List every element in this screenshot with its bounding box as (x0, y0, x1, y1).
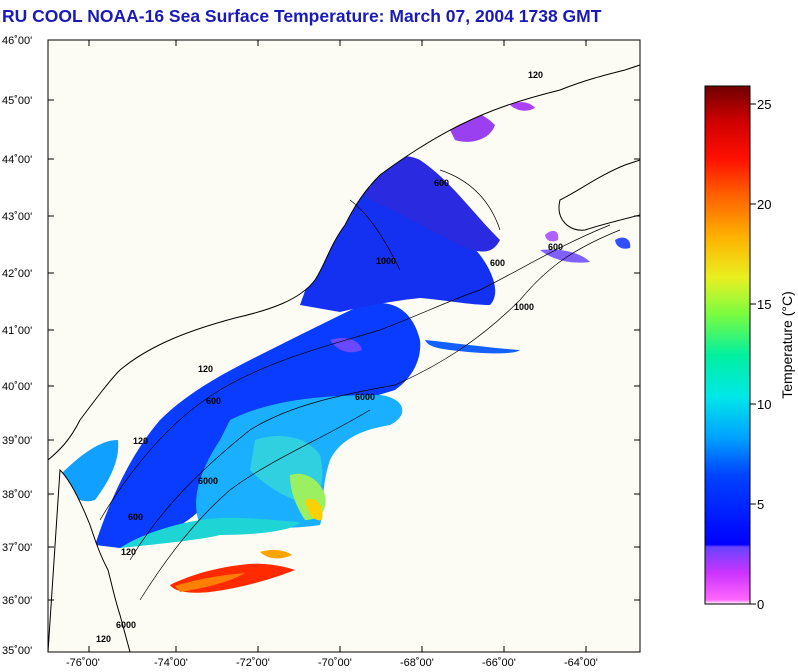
lat-label: 35˚00' (2, 645, 32, 657)
colorbar-tick-label: 10 (757, 397, 771, 412)
colorbar-tick-label: 5 (757, 497, 764, 512)
bathy-label: 120 (121, 547, 136, 557)
lon-label: -70˚00' (318, 657, 352, 669)
bathy-label: 600 (490, 258, 505, 268)
lon-label: -74˚00' (154, 657, 188, 669)
bathy-label: 6000 (355, 392, 375, 402)
map-title: RU COOL NOAA-16 Sea Surface Temperature:… (2, 6, 602, 26)
bathy-label: 120 (133, 436, 148, 446)
bathymetry-contours (99, 169, 621, 601)
colorbar-tick-label: 15 (757, 297, 771, 312)
lon-ticks (88, 40, 587, 652)
colorbar-gradient (704, 85, 751, 605)
bathy-label: 600 (206, 396, 221, 406)
bathy-label: 600 (548, 242, 563, 252)
lat-label: 40˚00' (2, 381, 32, 393)
colorbar-tick-label: 25 (757, 97, 771, 112)
bathy-label: 120 (528, 70, 543, 80)
bathy-label: 1000 (376, 256, 396, 266)
lon-label: -64˚00' (564, 657, 598, 669)
lat-label: 37˚00' (2, 542, 32, 554)
lat-label: 38˚00' (2, 489, 32, 501)
colorbar-tick-label: 0 (757, 597, 764, 612)
bathy-label: 600 (128, 512, 143, 522)
lat-label: 46˚00' (2, 35, 32, 47)
colorbar-label: Temperature (°C) (779, 291, 795, 399)
latitude-axis: 46˚00' 45˚00' 44˚00' 43˚00' 42˚00' 41˚00… (2, 35, 32, 657)
bathymetry-labels: 120 120 120 120 120 600 600 600 600 600 … (96, 70, 563, 644)
lon-label: -66˚00' (482, 657, 516, 669)
bathy-label: 6000 (198, 476, 218, 486)
colorbar: 25 20 15 10 5 0 Temperature (°C) (704, 85, 795, 612)
lon-label: -68˚00' (400, 657, 434, 669)
bathy-label: 6000 (116, 620, 136, 630)
colorbar-tick-label: 20 (757, 197, 771, 212)
bathy-label: 120 (198, 364, 213, 374)
bathy-label: 120 (96, 634, 111, 644)
lat-label: 39˚00' (2, 435, 32, 447)
lon-label: -72˚00' (236, 657, 270, 669)
lat-label: 41˚00' (2, 325, 32, 337)
land (48, 40, 640, 652)
lat-label: 45˚00' (2, 95, 32, 107)
lat-label: 43˚00' (2, 211, 32, 223)
lat-label: 36˚00' (2, 595, 32, 607)
lon-label: -76˚00' (66, 657, 100, 669)
lat-label: 44˚00' (2, 154, 32, 166)
bathy-label: 1000 (514, 302, 534, 312)
bathy-label: 600 (434, 178, 449, 188)
lat-label: 42˚00' (2, 268, 32, 280)
lat-ticks (48, 99, 640, 601)
longitude-axis: -76˚00' -74˚00' -72˚00' -70˚00' -68˚00' … (66, 657, 598, 669)
